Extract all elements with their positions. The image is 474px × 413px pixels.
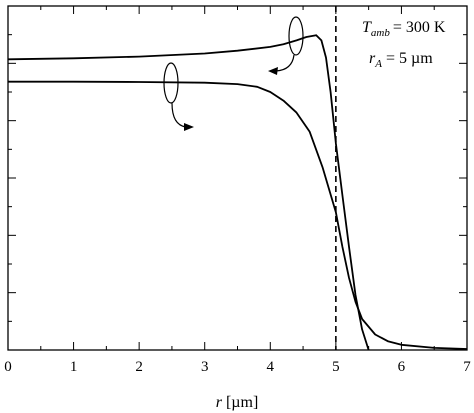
x-tick-label: 2 (135, 359, 143, 375)
series-2-ellipse (163, 62, 179, 104)
x-tick-label: 1 (70, 359, 78, 375)
series-1-indicator (268, 16, 304, 75)
x-tick-label: 5 (332, 359, 340, 375)
x-tick-labels: 0 1 2 3 4 5 6 7 (4, 359, 471, 375)
x-tick-label: 0 (4, 359, 12, 375)
x-axis-label: r [µm] (216, 394, 259, 411)
tick-marks (7, 6, 468, 350)
series-1-ellipse (288, 16, 304, 56)
series-2-arrowhead (184, 123, 194, 131)
annotation-line-1: Tamb = 300 K (362, 19, 446, 39)
annotation-line-2: rA = 5 µm (369, 50, 433, 70)
x-tick-label: 3 (201, 359, 209, 375)
x-tick-label: 6 (398, 359, 406, 375)
series-2-line (8, 80, 468, 350)
x-tick-label: 4 (267, 359, 275, 375)
plot-frame (7, 5, 468, 351)
series-1-line (7, 34, 370, 351)
series-2-arrow-curve (171, 102, 187, 128)
series-2-indicator (163, 62, 194, 131)
series-1-arrow-curve (275, 54, 295, 72)
x-tick-label: 7 (463, 359, 471, 375)
series-1-arrowhead (268, 67, 278, 75)
curves (7, 34, 468, 351)
